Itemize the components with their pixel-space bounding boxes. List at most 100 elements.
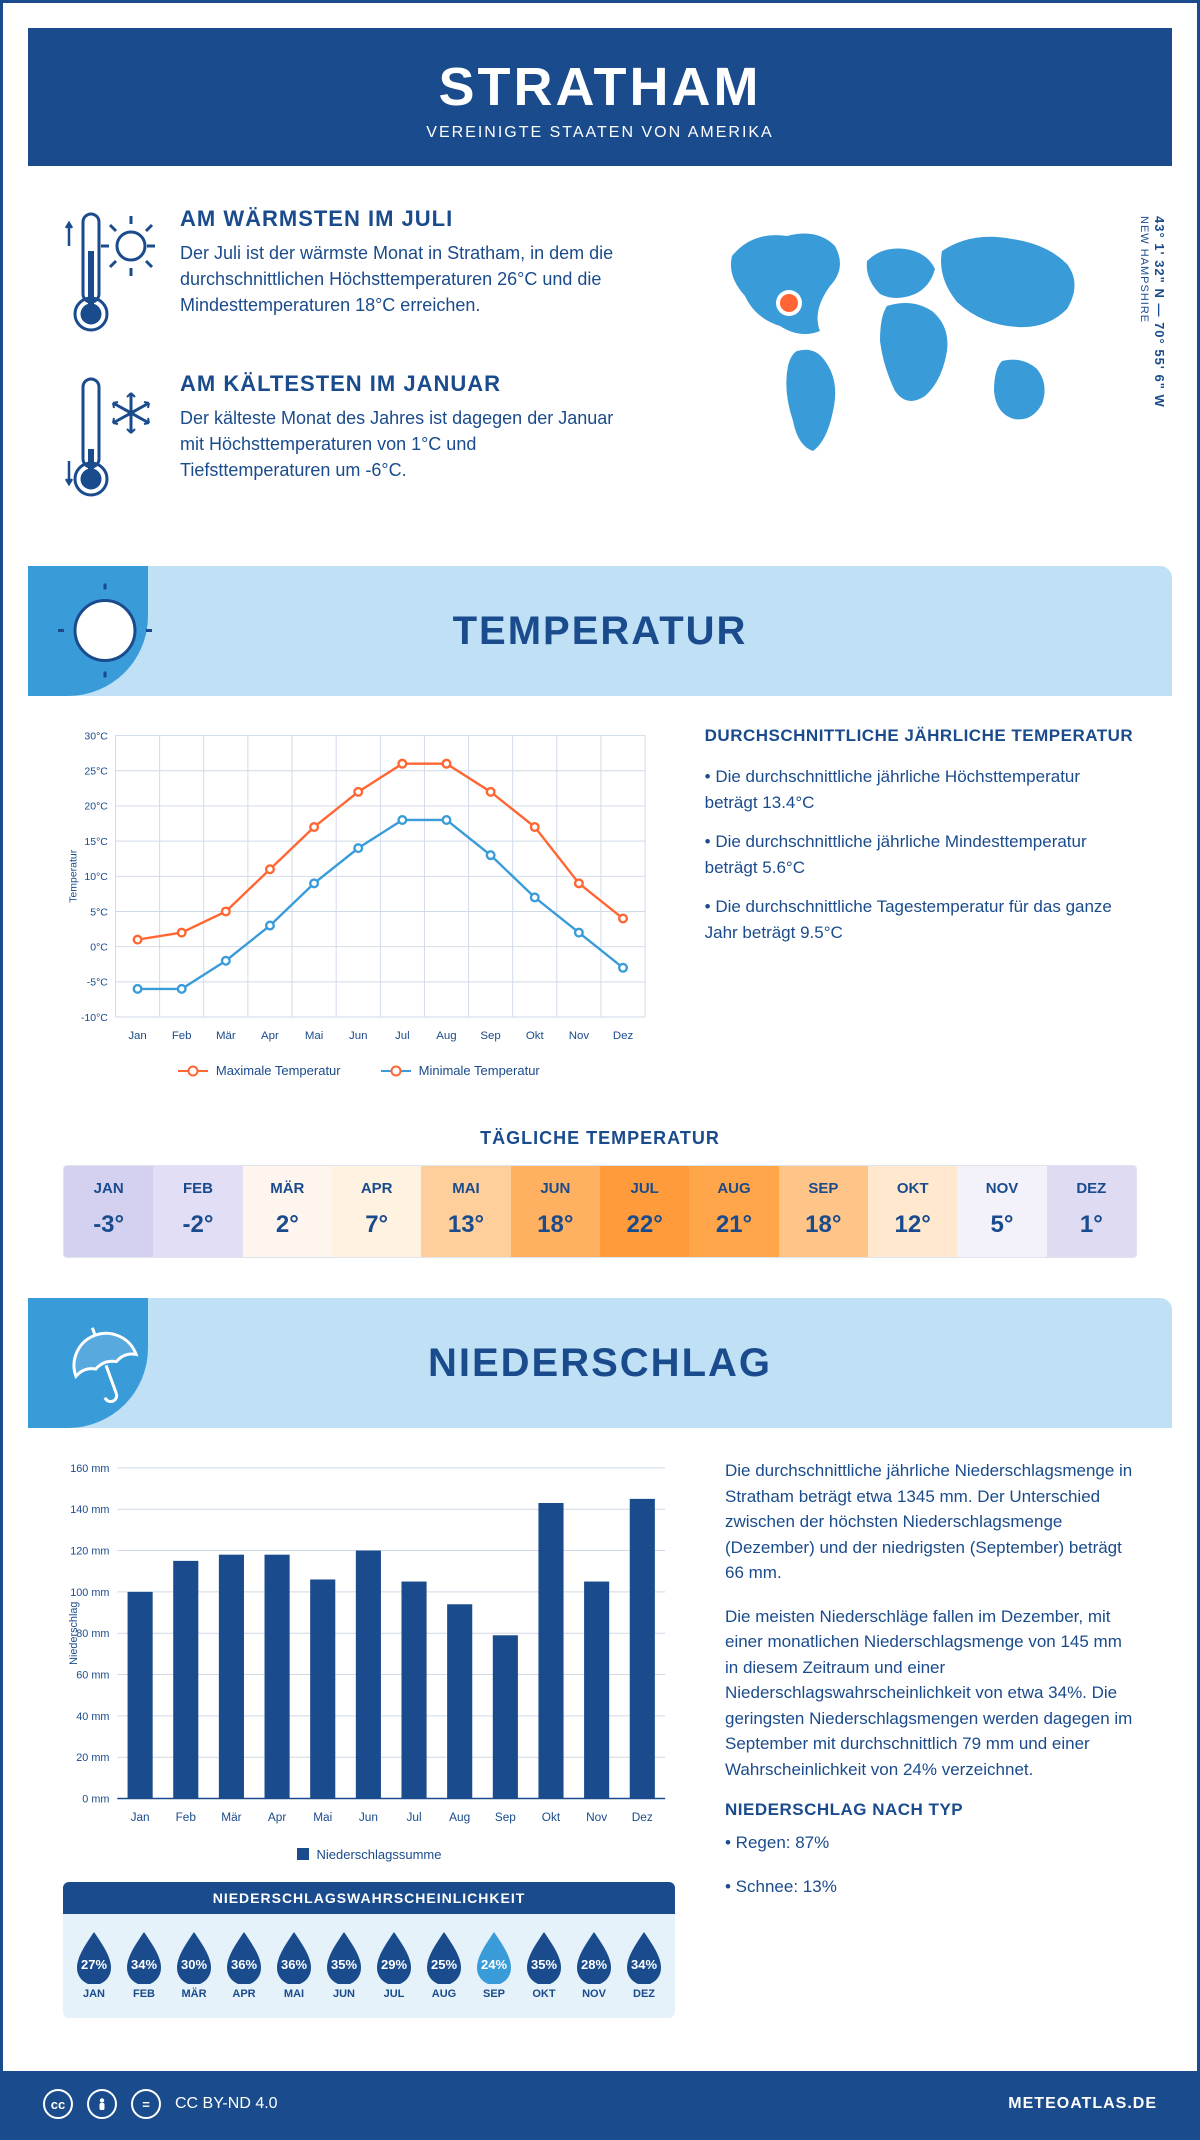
svg-text:10°C: 10°C — [84, 872, 108, 883]
prob-cell: 34%DEZ — [621, 1928, 667, 2000]
svg-text:Jan: Jan — [131, 1811, 150, 1825]
svg-text:35%: 35% — [331, 1957, 357, 1972]
thermometer-cold-icon — [63, 371, 158, 501]
temperature-banner: TEMPERATUR — [28, 566, 1172, 696]
intro-section: AM WÄRMSTEN IM JULI Der Juli ist der wär… — [3, 166, 1197, 566]
svg-text:24%: 24% — [481, 1957, 507, 1972]
prob-cell: 24%SEP — [471, 1928, 517, 2000]
daily-temp-cell: MAI13° — [421, 1166, 510, 1257]
svg-text:Mai: Mai — [305, 1030, 323, 1042]
svg-text:Dez: Dez — [632, 1811, 653, 1825]
svg-text:0 mm: 0 mm — [82, 1794, 109, 1806]
daily-temp-cell: SEP18° — [779, 1166, 868, 1257]
warmest-text: Der Juli ist der wärmste Monat in Strath… — [180, 240, 627, 318]
svg-text:Jul: Jul — [406, 1811, 421, 1825]
svg-text:160 mm: 160 mm — [70, 1463, 109, 1475]
svg-text:Nov: Nov — [586, 1811, 607, 1825]
coldest-text: Der kälteste Monat des Jahres ist dagege… — [180, 405, 627, 483]
svg-text:20 mm: 20 mm — [76, 1753, 109, 1765]
precipitation-title: NIEDERSCHLAG — [428, 1341, 772, 1386]
svg-text:40 mm: 40 mm — [76, 1711, 109, 1723]
header: STRATHAM VEREINIGTE STAATEN VON AMERIKA — [28, 28, 1172, 166]
cc-icon: cc — [43, 2089, 73, 2119]
svg-text:Nov: Nov — [569, 1030, 590, 1042]
prob-cell: 27%JAN — [71, 1928, 117, 2000]
svg-text:Sep: Sep — [480, 1030, 500, 1042]
svg-text:Feb: Feb — [172, 1030, 192, 1042]
svg-text:25%: 25% — [431, 1957, 457, 1972]
precipitation-bar-chart: 0 mm20 mm40 mm60 mm80 mm100 mm120 mm140 … — [63, 1458, 675, 1833]
daily-temp-cell: DEZ1° — [1047, 1166, 1136, 1257]
svg-text:36%: 36% — [231, 1957, 257, 1972]
svg-text:28%: 28% — [581, 1957, 607, 1972]
svg-text:120 mm: 120 mm — [70, 1546, 109, 1558]
svg-text:-10°C: -10°C — [81, 1013, 108, 1024]
svg-text:36%: 36% — [281, 1957, 307, 1972]
precip-probability-box: NIEDERSCHLAGSWAHRSCHEINLICHKEIT 27%JAN34… — [63, 1882, 675, 2018]
temperature-summary: DURCHSCHNITTLICHE JÄHRLICHE TEMPERATUR •… — [705, 726, 1137, 1078]
svg-text:30%: 30% — [181, 1957, 207, 1972]
precipitation-banner: NIEDERSCHLAG — [28, 1298, 1172, 1428]
prob-cell: 35%JUN — [321, 1928, 367, 2000]
svg-text:140 mm: 140 mm — [70, 1505, 109, 1517]
prob-cell: 35%OKT — [521, 1928, 567, 2000]
svg-text:60 mm: 60 mm — [76, 1670, 109, 1682]
svg-text:15°C: 15°C — [84, 837, 108, 848]
world-map-icon — [667, 206, 1137, 466]
svg-text:Mär: Mär — [221, 1811, 241, 1825]
svg-text:25°C: 25°C — [84, 767, 108, 778]
svg-text:Dez: Dez — [613, 1030, 634, 1042]
svg-text:Jan: Jan — [128, 1030, 146, 1042]
svg-text:Jun: Jun — [359, 1811, 378, 1825]
prob-cell: 28%NOV — [571, 1928, 617, 2000]
coordinates: 43° 1' 32" N — 70° 55' 6" W NEW HAMPSHIR… — [1137, 216, 1167, 408]
svg-text:27%: 27% — [81, 1957, 107, 1972]
prob-cell: 25%AUG — [421, 1928, 467, 2000]
svg-text:Apr: Apr — [268, 1811, 286, 1825]
sun-icon — [58, 584, 153, 679]
svg-text:30°C: 30°C — [84, 731, 108, 742]
license-text: CC BY-ND 4.0 — [175, 2095, 278, 2113]
svg-text:35%: 35% — [531, 1957, 557, 1972]
precipitation-legend: Niederschlagssumme — [63, 1847, 675, 1862]
daily-temp-cell: FEB-2° — [153, 1166, 242, 1257]
nd-icon: = — [131, 2089, 161, 2119]
svg-text:Jul: Jul — [395, 1030, 410, 1042]
svg-text:Aug: Aug — [436, 1030, 456, 1042]
umbrella-icon — [58, 1316, 153, 1411]
temperature-legend: .legend-swatch:nth-child(1)::after{borde… — [63, 1063, 655, 1078]
svg-text:Mär: Mär — [216, 1030, 236, 1042]
svg-text:Okt: Okt — [542, 1811, 561, 1825]
svg-text:Aug: Aug — [449, 1811, 470, 1825]
prob-cell: 34%FEB — [121, 1928, 167, 2000]
prob-cell: 29%JUL — [371, 1928, 417, 2000]
page-subtitle: VEREINIGTE STAATEN VON AMERIKA — [68, 124, 1132, 142]
site-name: METEOATLAS.DE — [1008, 2095, 1157, 2113]
daily-temp-cell: JAN-3° — [64, 1166, 153, 1257]
footer: cc = CC BY-ND 4.0 METEOATLAS.DE — [3, 2071, 1197, 2137]
coldest-heading: AM KÄLTESTEN IM JANUAR — [180, 371, 627, 397]
daily-temp-cell: JUL22° — [600, 1166, 689, 1257]
svg-text:5°C: 5°C — [90, 907, 108, 918]
temperature-title: TEMPERATUR — [453, 609, 748, 654]
svg-text:34%: 34% — [631, 1957, 657, 1972]
svg-text:Mai: Mai — [313, 1811, 332, 1825]
svg-text:Feb: Feb — [176, 1811, 197, 1825]
prob-cell: 30%MÄR — [171, 1928, 217, 2000]
precipitation-summary: Die durchschnittliche jährliche Niedersc… — [725, 1458, 1137, 2017]
svg-text:20°C: 20°C — [84, 802, 108, 813]
svg-text:Sep: Sep — [495, 1811, 516, 1825]
daily-temp-title: TÄGLICHE TEMPERATUR — [3, 1128, 1197, 1149]
warmest-block: AM WÄRMSTEN IM JULI Der Juli ist der wär… — [63, 206, 627, 341]
svg-text:100 mm: 100 mm — [70, 1587, 109, 1599]
daily-temp-cell: MÄR2° — [243, 1166, 332, 1257]
coldest-block: AM KÄLTESTEN IM JANUAR Der kälteste Mona… — [63, 371, 627, 506]
daily-temp-cell: JUN18° — [511, 1166, 600, 1257]
daily-temp-cell: NOV5° — [957, 1166, 1046, 1257]
prob-cell: 36%APR — [221, 1928, 267, 2000]
daily-temp-cell: APR7° — [332, 1166, 421, 1257]
by-icon — [87, 2089, 117, 2119]
thermometer-hot-icon — [63, 206, 158, 336]
svg-text:34%: 34% — [131, 1957, 157, 1972]
daily-temp-grid: JAN-3°FEB-2°MÄR2°APR7°MAI13°JUN18°JUL22°… — [63, 1165, 1137, 1258]
